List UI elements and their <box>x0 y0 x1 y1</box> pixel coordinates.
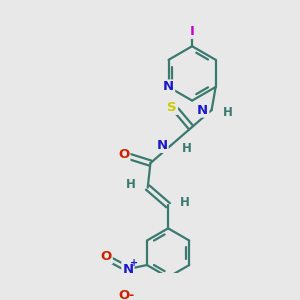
Text: O: O <box>118 289 129 300</box>
Text: O: O <box>118 148 129 160</box>
Text: H: H <box>126 178 136 191</box>
Text: +: + <box>130 258 138 268</box>
Text: H: H <box>223 106 233 119</box>
Text: O: O <box>100 250 112 263</box>
Text: I: I <box>190 25 195 38</box>
Text: S: S <box>167 101 177 114</box>
Text: -: - <box>129 289 134 300</box>
Text: N: N <box>197 103 208 117</box>
Text: N: N <box>156 139 168 152</box>
Text: N: N <box>122 262 134 276</box>
Text: H: H <box>180 196 190 209</box>
Text: N: N <box>163 80 174 94</box>
Text: H: H <box>182 142 192 155</box>
